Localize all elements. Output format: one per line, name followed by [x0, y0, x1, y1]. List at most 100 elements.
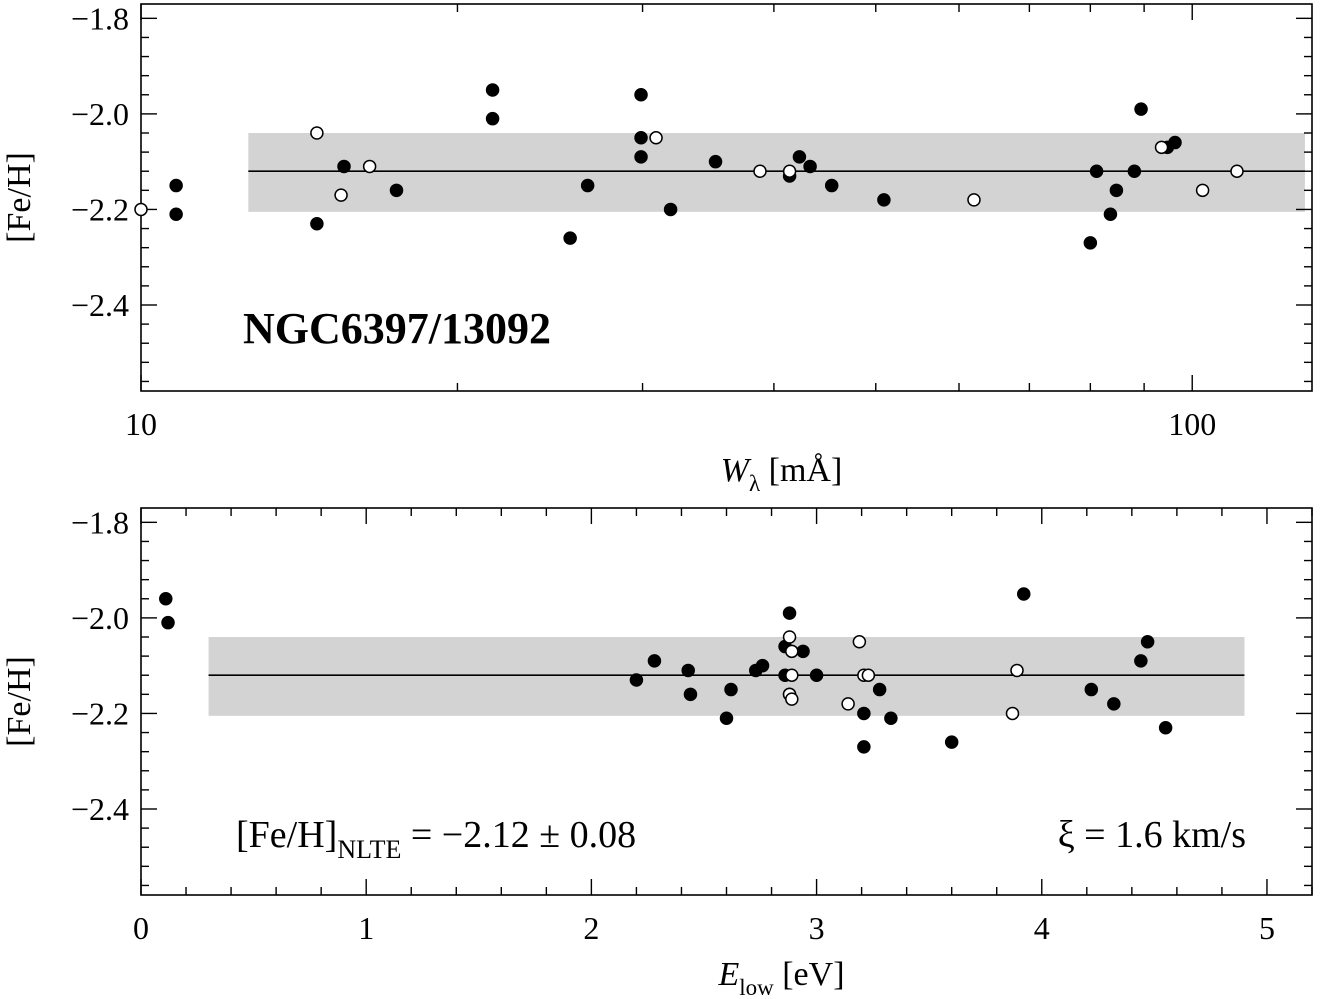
data-point-filled — [169, 178, 183, 193]
data-point-open — [841, 697, 855, 711]
y-tick-label: −2.4 — [71, 287, 129, 323]
nlte-annotation-rest: = −2.12 ± 0.08 — [401, 814, 636, 856]
data-point-open — [861, 668, 876, 682]
x-axis-label: Wλ [mÅ] — [721, 452, 843, 496]
nlte-annotation-sub: NLTE — [337, 835, 401, 864]
data-point-open — [1195, 183, 1210, 198]
plot-frame — [140, 3, 1313, 392]
panel-annotation: NGC6397/13092 — [243, 304, 551, 353]
data-point-open — [1010, 663, 1024, 678]
data-point-filled — [634, 131, 648, 145]
data-point-filled — [884, 711, 898, 725]
open-points — [782, 630, 1024, 721]
y-tick-label: −2.4 — [71, 791, 129, 827]
data-point-filled — [1089, 164, 1104, 178]
y-tick-label: −2.0 — [71, 600, 129, 636]
data-point-filled — [782, 606, 797, 620]
panel-top: −1.8 −2.0 −2.2 −2.4 10 100 Wλ [mÅ] [Fe/H] NGC639… — [1, 0, 1313, 496]
data-point-filled — [647, 654, 662, 668]
microturbulence-annotation: ξ = 1.6 km/s — [1058, 814, 1246, 856]
data-point-filled — [310, 217, 324, 231]
data-point-open — [852, 635, 867, 649]
data-point-filled — [796, 644, 810, 659]
x-tick-label: 10 — [125, 406, 157, 442]
data-point-open — [362, 159, 377, 174]
data-point-filled — [634, 88, 648, 102]
x-ticks — [140, 4, 1193, 391]
x-axis-label-sub: λ — [749, 471, 761, 496]
data-point-filled — [169, 207, 183, 221]
data-point-filled — [1168, 135, 1182, 150]
data-point-open — [649, 131, 663, 145]
x-axis-label-rest: [mÅ] — [760, 452, 842, 489]
filled-points — [169, 83, 1182, 250]
y-tick-label: −2.2 — [71, 695, 129, 731]
data-point-open — [334, 188, 348, 202]
data-point-filled — [580, 178, 595, 193]
data-point-open — [785, 692, 799, 706]
x-tick-label: 3 — [809, 910, 825, 946]
data-point-open — [1230, 164, 1244, 178]
data-point-filled — [857, 740, 871, 754]
y-ticks — [141, 17, 1312, 383]
nlte-annotation: [Fe/H]NLTE = −2.12 ± 0.08 — [236, 814, 636, 864]
x-axis-label-rest: [eV] — [774, 956, 845, 993]
x-axis-label-main: W — [721, 452, 752, 489]
data-point-filled — [792, 150, 807, 164]
data-point-filled — [1140, 635, 1155, 649]
data-point-filled — [1084, 682, 1099, 697]
nlte-annotation-main: [Fe/H] — [236, 814, 337, 856]
x-ticks — [140, 508, 1313, 895]
data-point-open — [785, 644, 799, 659]
data-point-filled — [1107, 697, 1121, 711]
data-point-filled — [563, 231, 577, 245]
uncertainty-band — [248, 133, 1305, 212]
data-point-filled — [724, 682, 738, 697]
data-point-open — [782, 164, 797, 178]
data-point-filled — [857, 706, 871, 721]
data-point-filled — [337, 159, 351, 174]
filled-points — [159, 587, 1173, 754]
data-point-filled — [872, 682, 887, 697]
data-point-open — [1154, 140, 1169, 155]
data-point-filled — [1134, 102, 1148, 116]
x-tick-label: 2 — [583, 910, 599, 946]
x-axis-label-main: E — [717, 956, 739, 993]
data-point-filled — [1103, 207, 1118, 221]
data-point-open — [753, 164, 767, 178]
data-point-filled — [663, 202, 678, 217]
x-axis-label-sub: low — [739, 975, 774, 999]
y-axis-label: [Fe/H] — [1, 656, 38, 747]
y-axis-label: [Fe/H] — [1, 152, 38, 243]
data-point-filled — [485, 83, 500, 97]
x-tick-label: 1 — [358, 910, 374, 946]
x-tick-label: 0 — [133, 910, 149, 946]
y-tick-label: −2.2 — [71, 191, 129, 227]
y-ticks — [141, 521, 1312, 887]
x-tick-label: 5 — [1259, 910, 1275, 946]
x-axis-label: Elow [eV] — [717, 956, 844, 999]
uncertainty-band — [208, 637, 1245, 716]
data-point-filled — [877, 193, 891, 207]
data-point-filled — [1134, 654, 1148, 668]
x-tick-label: 4 — [1034, 910, 1050, 946]
data-point-open — [134, 202, 148, 217]
data-point-filled — [1127, 164, 1142, 178]
data-point-filled — [803, 159, 817, 174]
data-point-filled — [755, 658, 770, 673]
data-point-filled — [389, 183, 404, 198]
data-point-filled — [1017, 587, 1031, 601]
data-point-filled — [1158, 721, 1173, 735]
data-point-filled — [485, 111, 500, 126]
y-tick-label: −1.8 — [71, 504, 129, 540]
data-point-open — [785, 668, 799, 682]
data-point-filled — [1109, 183, 1124, 198]
x-tick-label: 100 — [1168, 406, 1216, 442]
data-point-filled — [681, 663, 695, 678]
data-point-filled — [809, 668, 824, 682]
y-tick-label: −1.8 — [71, 0, 129, 36]
data-point-filled — [824, 178, 839, 193]
data-point-open — [967, 193, 981, 207]
